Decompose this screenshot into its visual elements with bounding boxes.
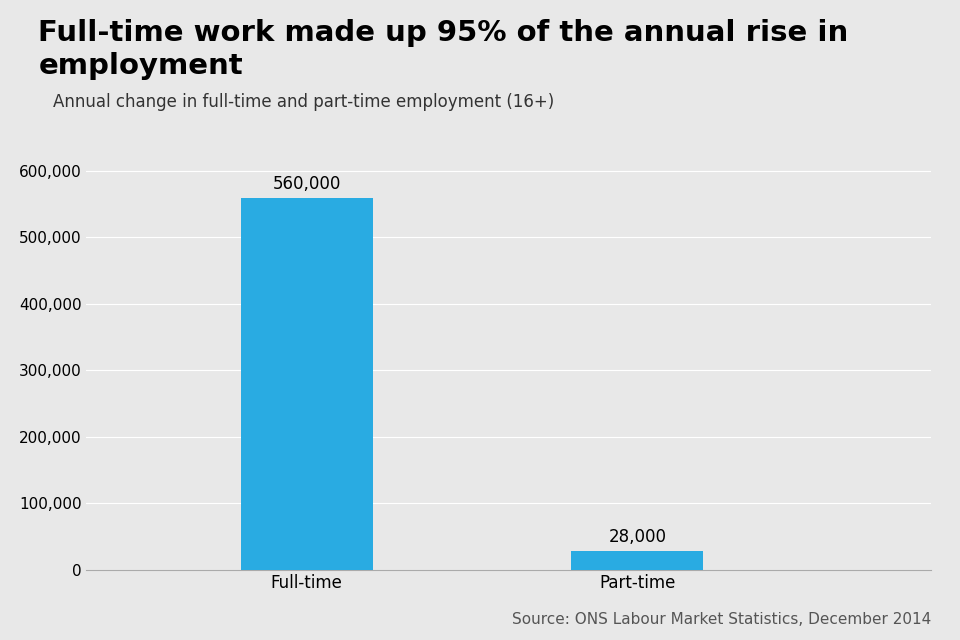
Text: 28,000: 28,000 xyxy=(609,529,666,547)
Text: 560,000: 560,000 xyxy=(273,175,341,193)
Text: Source: ONS Labour Market Statistics, December 2014: Source: ONS Labour Market Statistics, De… xyxy=(512,612,931,627)
Bar xyxy=(241,198,372,570)
Text: Full-time work made up 95% of the annual rise in employment: Full-time work made up 95% of the annual… xyxy=(38,19,849,79)
Text: Annual change in full-time and part-time employment (16+): Annual change in full-time and part-time… xyxy=(53,93,554,111)
Bar xyxy=(571,551,704,570)
